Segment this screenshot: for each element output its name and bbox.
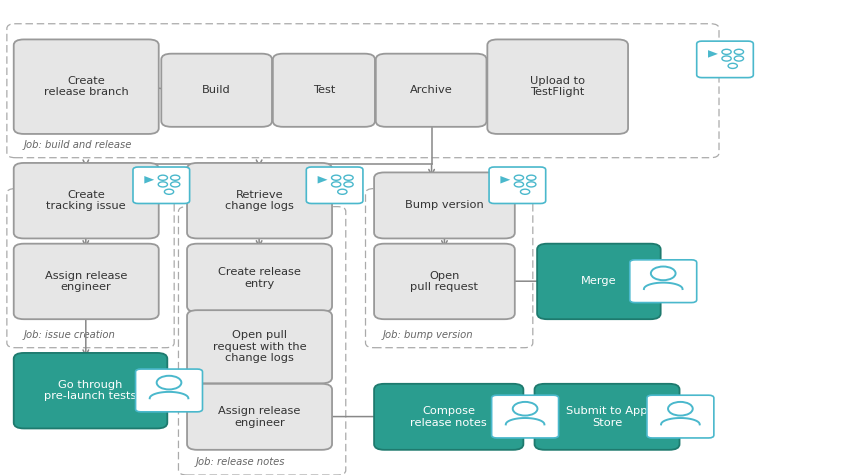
- Text: Job: bump version: Job: bump version: [383, 330, 474, 340]
- FancyBboxPatch shape: [273, 54, 375, 127]
- Text: Compose
release notes: Compose release notes: [410, 406, 487, 428]
- Text: Open
pull request: Open pull request: [410, 271, 479, 292]
- FancyBboxPatch shape: [14, 163, 159, 238]
- FancyBboxPatch shape: [537, 244, 661, 319]
- Text: Create release
entry: Create release entry: [218, 267, 301, 289]
- Text: Submit to App
Store: Submit to App Store: [566, 406, 648, 428]
- FancyBboxPatch shape: [697, 41, 753, 77]
- FancyBboxPatch shape: [630, 260, 697, 303]
- Polygon shape: [708, 50, 718, 57]
- Text: Retrieve
change logs: Retrieve change logs: [225, 190, 294, 211]
- FancyBboxPatch shape: [187, 310, 332, 383]
- Text: Build: Build: [202, 85, 231, 95]
- Text: Assign release
engineer: Assign release engineer: [218, 406, 301, 428]
- FancyBboxPatch shape: [133, 167, 190, 203]
- FancyBboxPatch shape: [374, 244, 515, 319]
- Text: Upload to
TestFlight: Upload to TestFlight: [530, 76, 585, 97]
- FancyBboxPatch shape: [161, 54, 272, 127]
- FancyBboxPatch shape: [374, 384, 523, 450]
- Text: Job: release notes: Job: release notes: [196, 457, 285, 467]
- FancyBboxPatch shape: [374, 172, 515, 238]
- Text: Test: Test: [312, 85, 335, 95]
- Text: Go through
pre-launch tests: Go through pre-launch tests: [45, 380, 136, 401]
- Text: Create
tracking issue: Create tracking issue: [46, 190, 126, 211]
- Text: Bump version: Bump version: [405, 200, 484, 210]
- Text: Open pull
request with the
change logs: Open pull request with the change logs: [213, 330, 306, 363]
- Polygon shape: [500, 176, 511, 183]
- FancyBboxPatch shape: [376, 54, 486, 127]
- Text: Archive: Archive: [410, 85, 452, 95]
- FancyBboxPatch shape: [187, 163, 332, 238]
- FancyBboxPatch shape: [187, 244, 332, 312]
- FancyBboxPatch shape: [489, 167, 546, 203]
- FancyBboxPatch shape: [535, 384, 680, 450]
- Polygon shape: [144, 176, 154, 183]
- FancyBboxPatch shape: [647, 395, 714, 438]
- Polygon shape: [317, 176, 328, 183]
- FancyBboxPatch shape: [187, 384, 332, 450]
- FancyBboxPatch shape: [14, 353, 167, 428]
- FancyBboxPatch shape: [136, 369, 202, 412]
- FancyBboxPatch shape: [306, 167, 363, 203]
- FancyBboxPatch shape: [14, 39, 159, 134]
- Text: Assign release
engineer: Assign release engineer: [45, 271, 128, 292]
- Text: Job: build and release: Job: build and release: [24, 140, 132, 150]
- FancyBboxPatch shape: [492, 395, 559, 438]
- FancyBboxPatch shape: [14, 244, 159, 319]
- Text: Merge: Merge: [581, 276, 617, 286]
- Text: Job: issue creation: Job: issue creation: [24, 330, 116, 340]
- FancyBboxPatch shape: [487, 39, 628, 134]
- Text: Create
release branch: Create release branch: [44, 76, 129, 97]
